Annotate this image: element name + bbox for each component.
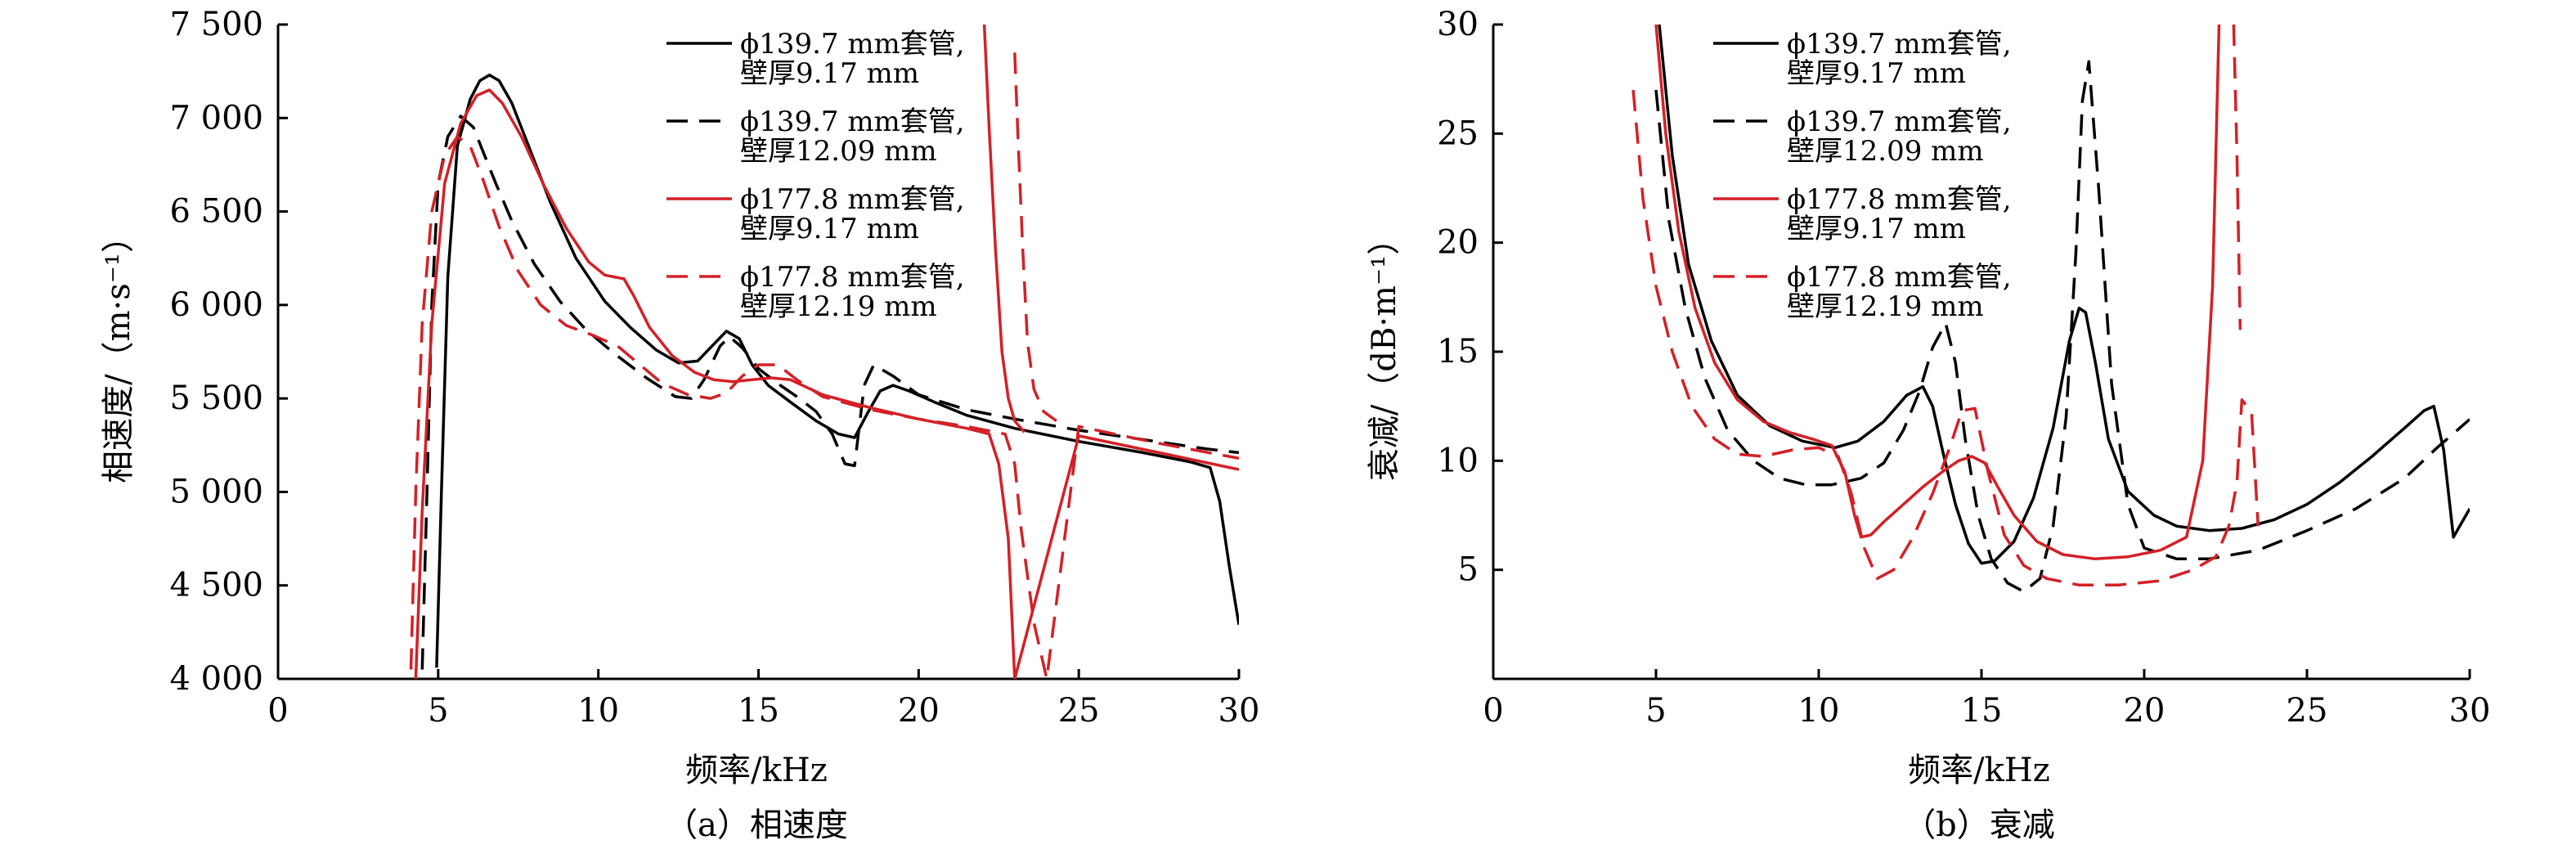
legend-entry: ϕ177.8 mm套管,壁厚9.17 mm bbox=[1787, 183, 2012, 245]
legend-entry: ϕ139.7 mm套管,壁厚9.17 mm bbox=[1787, 28, 2012, 90]
y-tick-label: 6 500 bbox=[169, 193, 263, 231]
x-tick-label: 15 bbox=[738, 692, 779, 730]
x-tick-label: 5 bbox=[428, 692, 448, 730]
x-tick-label: 10 bbox=[577, 692, 619, 730]
x-tick-label: 10 bbox=[1798, 692, 1840, 730]
y-axis-label: 衰减/（dB·m⁻¹） bbox=[1366, 222, 1403, 481]
y-tick-label: 7 000 bbox=[169, 99, 263, 137]
legend: ϕ139.7 mm套管,壁厚9.17 mm ϕ139.7 mm套管,壁厚12.09… bbox=[666, 28, 965, 323]
y-tick-label: 30 bbox=[1437, 6, 1479, 43]
y-axis-label: 相速度/（m·s⁻¹） bbox=[100, 220, 137, 483]
series-branch-line-1 bbox=[2232, 25, 2242, 330]
series-branch-line-2 bbox=[1013, 52, 1057, 423]
legend-entry: ϕ177.8 mm套管,壁厚9.17 mm bbox=[740, 183, 965, 245]
x-tick-label: 20 bbox=[2124, 692, 2165, 730]
y-tick-label: 6 000 bbox=[169, 286, 263, 324]
series-line-3 bbox=[414, 88, 1239, 679]
legend-entry: ϕ139.7 mm套管,壁厚9.17 mm bbox=[740, 28, 965, 90]
y-tick-label: 5 000 bbox=[169, 473, 263, 510]
x-tick-label: 0 bbox=[267, 692, 288, 730]
y-tick-label: 7 500 bbox=[169, 6, 263, 43]
series-line-3 bbox=[1654, 25, 2221, 561]
y-tick-label: 4 500 bbox=[169, 567, 263, 604]
legend: ϕ139.7 mm套管,壁厚9.17 mm ϕ139.7 mm套管,壁厚12.09… bbox=[1713, 28, 2012, 323]
y-tick-label: 5 bbox=[1458, 551, 1479, 589]
x-tick-label: 15 bbox=[1961, 692, 2003, 730]
y-tick-label: 20 bbox=[1437, 224, 1479, 262]
y-tick-label: 25 bbox=[1437, 115, 1479, 152]
series-branch-line-1 bbox=[982, 25, 1025, 433]
series-line-2 bbox=[420, 115, 1239, 670]
series-line-2 bbox=[1654, 60, 2470, 594]
x-tick-label: 30 bbox=[2449, 692, 2491, 730]
y-tick-label: 15 bbox=[1437, 333, 1479, 371]
y-tick-label: 5 500 bbox=[169, 380, 263, 417]
x-tick-label: 20 bbox=[898, 692, 940, 730]
legend-entry: ϕ139.7 mm套管,壁厚12.09 mm bbox=[740, 106, 965, 168]
figure-caption: （b）衰减 bbox=[1903, 806, 2055, 844]
chart-panel-attenuation: 衰减/（dB·m⁻¹） 频率/kHz （b）衰减 0 5 10 15 20 25 30 5 10… bbox=[1366, 6, 2490, 844]
y-tick-label: 10 bbox=[1437, 442, 1479, 479]
x-tick-label: 30 bbox=[1218, 692, 1260, 730]
x-tick-label: 0 bbox=[1483, 692, 1503, 730]
series-line-4 bbox=[409, 135, 1239, 679]
legend-entry: ϕ139.7 mm套管,壁厚12.09 mm bbox=[1787, 106, 2012, 168]
plot-area bbox=[1631, 25, 2470, 594]
x-tick-label: 5 bbox=[1645, 692, 1666, 730]
chart-panel-phase-velocity: 相速度/（m·s⁻¹） 频率/kHz （a）相速度 0 5 10 15 20 25 30 4 … bbox=[100, 6, 1259, 844]
x-axis-label: 频率/kHz bbox=[1908, 752, 2050, 789]
legend-entry: ϕ177.8 mm套管,壁厚12.19 mm bbox=[740, 261, 965, 323]
figure-caption: （a）相速度 bbox=[665, 806, 848, 844]
y-tick-label: 4 000 bbox=[169, 660, 263, 698]
plot-area bbox=[409, 25, 1239, 679]
x-tick-label: 25 bbox=[2287, 692, 2328, 730]
x-axis-label: 频率/kHz bbox=[685, 752, 828, 789]
legend-entry: ϕ177.8 mm套管,壁厚12.19 mm bbox=[1787, 261, 2012, 323]
series-line-1 bbox=[1658, 25, 2470, 565]
series-line-4 bbox=[1631, 89, 2260, 587]
x-tick-label: 25 bbox=[1058, 692, 1100, 730]
